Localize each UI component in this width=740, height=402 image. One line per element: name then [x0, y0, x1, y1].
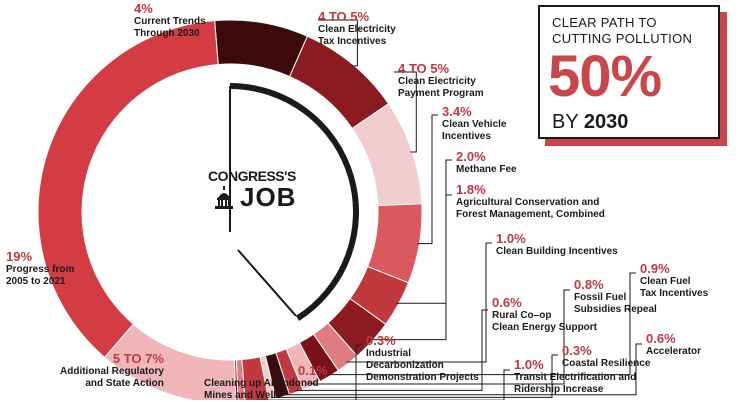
label-accelerator: 0.6% Accelerator	[646, 331, 702, 358]
leader-line-5	[370, 194, 452, 341]
leader-line-13	[355, 344, 362, 400]
donut-slice-16	[37, 20, 219, 359]
leader-line-11	[271, 354, 558, 398]
capitol-icon	[215, 186, 233, 209]
leader-line-10	[282, 343, 642, 396]
headline-text: CLEAR PATH TO CUTTING POLLUTION	[552, 15, 693, 46]
leader-line-3	[417, 114, 438, 245]
headline-value: 50%	[548, 44, 662, 109]
leader-line-12	[256, 369, 510, 400]
label-clean-electricity-payment: 4 TO 5% Clean Electricity Payment Program	[398, 61, 484, 100]
label-current-trends: 4% Current Trends Through 2030	[134, 1, 206, 40]
label-abandoned-mines: 0.1% Cleaning up Abandoned Mines and Well…	[204, 363, 328, 402]
leader-line-2	[394, 71, 417, 153]
congress-job-arc	[229, 83, 359, 321]
leader-line-7	[328, 272, 636, 376]
label-rural-coop: 0.6% Rural Co–op Clean Energy Support	[492, 295, 598, 334]
leader-line-1	[318, 19, 358, 67]
headline-box: CLEAR PATH TO CUTTING POLLUTION 50% BY 2…	[538, 5, 720, 139]
leader-line-9	[295, 309, 488, 391]
center-title: CONGRESS'S	[208, 168, 296, 184]
label-agricultural: 1.8% Agricultural Conservation and Forest…	[456, 182, 605, 221]
leader-line-8	[310, 289, 570, 385]
center-job: JOB	[240, 182, 297, 212]
label-clean-electricity-tax: 4 TO 5% Clean Electricity Tax Incentives	[318, 9, 396, 48]
label-clean-building: 1.0% Clean Building Incentives	[496, 231, 618, 258]
label-coastal-resilience: 0.3% Coastal Resilience	[562, 343, 651, 370]
leader-line-6	[346, 242, 492, 363]
label-progress: 19% Progress from 2005 to 2021	[6, 249, 75, 288]
label-industrial: 0.3% Industrial Decarbonization Demonstra…	[366, 333, 479, 384]
label-additional-regulatory: 5 TO 7% Additional Regulatory and State A…	[60, 351, 164, 390]
congress-job-divider-2	[237, 249, 297, 317]
label-methane-fee: 2.0% Methane Fee	[456, 149, 517, 176]
label-transit: 1.0% Transit Electrification and Ridershi…	[514, 357, 637, 396]
label-clean-fuel: 0.9% Clean Fuel Tax Incentives	[640, 261, 709, 300]
headline-by: BY 2030	[552, 111, 629, 133]
label-clean-vehicle: 3.4% Clean Vehicle Incentives	[442, 104, 507, 143]
label-fossil-fuel: 0.8% Fossil Fuel Subsidies Repeal	[574, 277, 657, 316]
